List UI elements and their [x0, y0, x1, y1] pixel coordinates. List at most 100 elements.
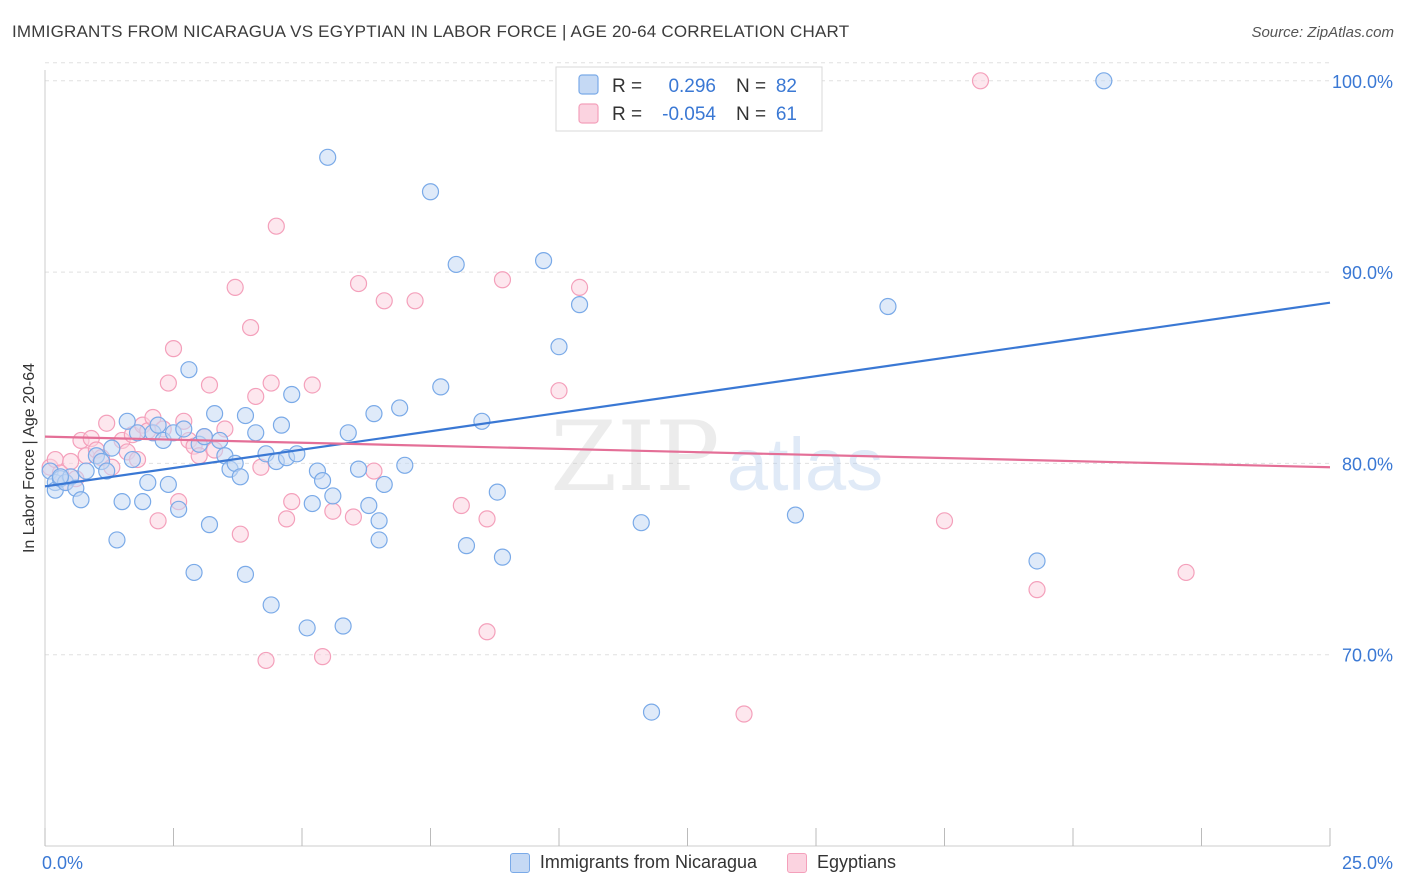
legend-swatch-pink [578, 103, 599, 124]
egyptians-point [550, 382, 568, 400]
egyptians-point [478, 510, 496, 528]
nicaragua-point [360, 496, 378, 515]
egyptians-point [452, 496, 470, 515]
nicaragua-point [288, 445, 306, 463]
nicaragua-point [365, 405, 383, 423]
legend-r-value-2: -0.054 [662, 104, 716, 125]
nicaragua-points [41, 72, 1113, 721]
egyptians-point [267, 217, 285, 235]
nicaragua-point [103, 439, 121, 457]
nicaragua-point [1095, 72, 1113, 90]
legend-swatch-blue [578, 74, 599, 95]
nicaragua-point [313, 472, 332, 490]
nicaragua-point [349, 460, 368, 478]
egyptians-point [935, 512, 954, 530]
nicaragua-point [632, 514, 650, 532]
legend-swatch-egyptians [787, 852, 807, 873]
nicaragua-point [123, 450, 141, 469]
trend-lines [44, 301, 1331, 488]
nicaragua-point [391, 399, 409, 417]
nicaragua-point [272, 416, 291, 434]
nicaragua-point [570, 296, 589, 314]
nicaragua-point [319, 148, 337, 166]
nicaragua-point [550, 338, 568, 356]
nicaragua-point [175, 420, 193, 438]
legend-r-label-1: R = [612, 76, 642, 97]
egyptians-trend-line [44, 435, 1331, 469]
egyptians-point [149, 512, 167, 530]
nicaragua-point [185, 563, 203, 582]
watermark-zip: ZIP [550, 401, 719, 513]
watermark-atlas: atlas [727, 423, 883, 506]
legend-n-value-1: 82 [776, 76, 797, 97]
egyptians-point [303, 376, 321, 394]
nicaragua-point [72, 491, 90, 509]
legend-item-egyptians[interactable]: Egyptians [787, 852, 896, 873]
nicaragua-point [488, 483, 506, 501]
egyptians-point [262, 374, 280, 392]
nicaragua-point [139, 473, 157, 492]
nicaragua-point [324, 487, 342, 505]
y-tick-label: 90.0% [1342, 263, 1393, 283]
egyptians-point [226, 278, 244, 297]
y-tick-label: 100.0% [1332, 72, 1393, 92]
egyptians-point [478, 623, 496, 641]
egyptians-point [164, 340, 183, 358]
nicaragua-trend-line [44, 301, 1331, 488]
x-tick-label: 25.0% [1342, 853, 1393, 873]
nicaragua-point [396, 456, 414, 474]
nicaragua-point [457, 537, 476, 555]
legend-box: R = 0.296 N = 82 R = -0.054 N = 61 [555, 66, 823, 132]
nicaragua-point [642, 703, 661, 721]
nicaragua-point [1028, 552, 1046, 570]
legend-item-nicaragua[interactable]: Immigrants from Nicaragua [509, 852, 757, 873]
nicaragua-point [134, 493, 152, 511]
nicaragua-point [180, 361, 198, 379]
egyptians-points [41, 72, 1195, 723]
nicaragua-point [170, 500, 188, 518]
nicaragua-point [206, 405, 224, 423]
axes [44, 70, 1331, 847]
nicaragua-point [247, 424, 265, 442]
nicaragua-point [231, 468, 249, 486]
nicaragua-point [236, 565, 255, 583]
legend-r-value-1: 0.296 [668, 76, 716, 97]
nicaragua-point [370, 512, 388, 530]
nicaragua-point [113, 493, 131, 511]
y-tick-label: 70.0% [1342, 646, 1393, 666]
egyptians-point [375, 292, 393, 310]
legend-swatch-nicaragua [509, 852, 530, 873]
egyptians-point [344, 508, 362, 526]
nicaragua-point [77, 462, 95, 480]
egyptians-point [349, 274, 368, 293]
egyptians-point [98, 414, 116, 432]
grid-lines [45, 62, 1330, 656]
source-label: Source: ZipAtlas.com [1251, 24, 1394, 41]
nicaragua-point [432, 378, 450, 396]
nicaragua-point [108, 531, 126, 549]
watermark: ZIP atlas [550, 401, 883, 513]
x-tick-label: 0.0% [42, 853, 83, 873]
nicaragua-point [283, 385, 301, 404]
nicaragua-point [149, 416, 167, 434]
egyptians-point [971, 72, 990, 90]
egyptians-point [365, 462, 383, 480]
egyptians-point [277, 510, 296, 528]
chart-title: IMMIGRANTS FROM NICARAGUA VS EGYPTIAN IN… [12, 22, 850, 41]
legend-n-value-2: 61 [776, 104, 797, 125]
y-tick-label: 80.0% [1342, 454, 1393, 474]
nicaragua-point [421, 183, 440, 201]
nicaragua-point [262, 596, 280, 614]
egyptians-point [257, 651, 275, 670]
nicaragua-point [493, 548, 512, 566]
egyptians-point [570, 278, 589, 297]
nicaragua-point [786, 506, 805, 524]
egyptians-point [406, 292, 424, 310]
egyptians-point [1028, 581, 1046, 599]
nicaragua-point [370, 531, 388, 549]
nicaragua-point [339, 424, 357, 442]
legend-label-egyptians: Egyptians [817, 852, 897, 872]
egyptians-point [62, 452, 80, 471]
legend-n-label-1: N = [736, 76, 766, 97]
egyptians-point [493, 271, 512, 289]
